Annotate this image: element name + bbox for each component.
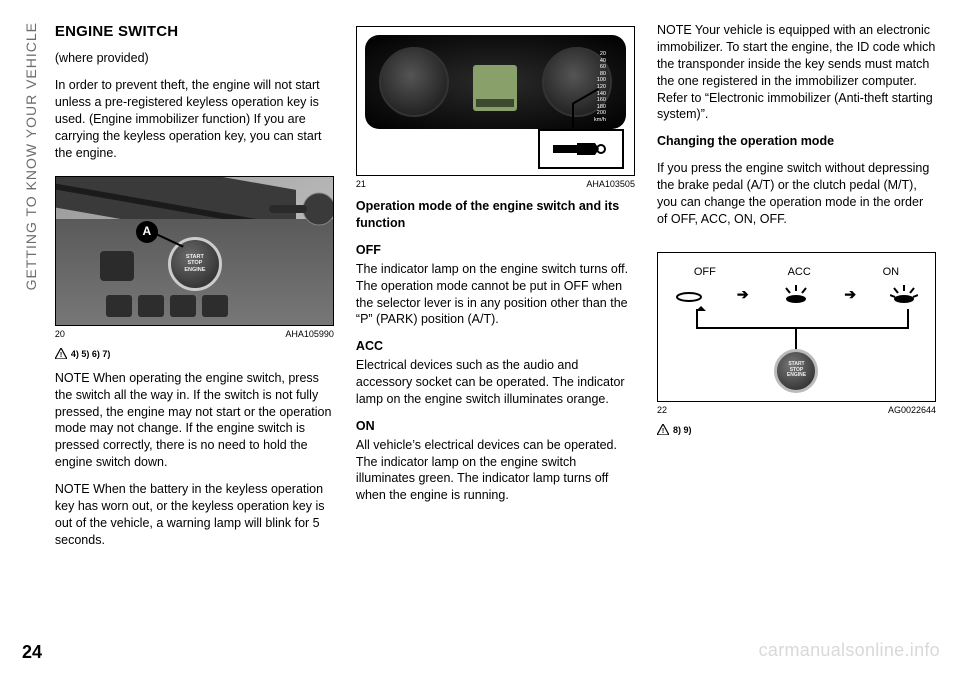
- lamp-off-icon: [675, 288, 703, 302]
- key-inset-icon: [538, 129, 624, 169]
- mode-on-label: ON: [883, 265, 900, 280]
- svg-text:!: !: [60, 352, 62, 359]
- page: GETTING TO KNOW YOUR VEHICLE ENGINE SWIT…: [0, 0, 960, 678]
- tachometer-icon: [379, 47, 449, 117]
- on-text: All vehicle’s electrical devices can be …: [356, 437, 635, 505]
- mirror-control-icon: [100, 251, 134, 281]
- figure-22: OFF ACC ON ➔ ➔: [657, 252, 936, 402]
- speedo-numbers: 20 40 60 80 100 120 140 160 180 200 km/h: [594, 51, 606, 124]
- mode-acc-label: ACC: [788, 265, 811, 280]
- acc-label: ACC: [356, 338, 635, 355]
- heading-engine-switch: ENGINE SWITCH: [55, 22, 334, 42]
- lamp-acc-icon: [782, 285, 810, 305]
- note-1: NOTE When operating the engine switch, p…: [55, 370, 334, 471]
- figure-20: START STOP ENGINE A: [55, 176, 334, 326]
- off-label: OFF: [356, 242, 635, 259]
- intro-paragraph: In order to prevent theft, the engine wi…: [55, 77, 334, 161]
- column-3: NOTE Your vehicle is equipped with an el…: [657, 22, 936, 662]
- light-stalk-icon: [269, 187, 334, 231]
- changing-mode-text: If you press the engine switch without d…: [657, 160, 936, 228]
- mode-off-label: OFF: [694, 265, 716, 280]
- figure-21-caption: 21 AHA103505: [356, 178, 635, 190]
- subheading-operation-mode: Operation mode of the engine switch and …: [356, 198, 635, 232]
- arrow-right-icon: ➔: [844, 285, 856, 304]
- figure-number: 22: [657, 404, 667, 416]
- return-arrow-icon: [696, 309, 909, 329]
- figure-code: AHA103505: [586, 178, 635, 190]
- figure-code: AG0022644: [888, 404, 936, 416]
- section-tab: GETTING TO KNOW YOUR VEHICLE: [18, 22, 45, 290]
- note-2: NOTE When the battery in the keyless ope…: [55, 481, 334, 549]
- column-2: 20 40 60 80 100 120 140 160 180 200 km/h…: [356, 22, 635, 662]
- footnote-refs-2: ! 8) 9): [657, 424, 936, 436]
- page-number: 24: [22, 640, 42, 664]
- figure-code: AHA105990: [285, 328, 334, 340]
- lamp-on-icon: [890, 285, 918, 305]
- note-immobilizer: NOTE Your vehicle is equipped with an el…: [657, 22, 936, 123]
- figure-number: 20: [55, 328, 65, 340]
- columns: ENGINE SWITCH (where provided) In order …: [55, 22, 936, 662]
- off-text: The indicator lamp on the engine switch …: [356, 261, 635, 329]
- footnote-refs-1: ! 4) 5) 6) 7): [55, 348, 334, 360]
- arrow-right-icon: ➔: [737, 285, 749, 304]
- warning-triangle-icon: !: [55, 348, 67, 359]
- acc-text: Electrical devices such as the audio and…: [356, 357, 635, 408]
- figure-21: 20 40 60 80 100 120 140 160 180 200 km/h: [356, 26, 635, 176]
- svg-text:!: !: [662, 428, 664, 435]
- figure-number: 21: [356, 178, 366, 190]
- figure-22-caption: 22 AG0022644: [657, 404, 936, 416]
- subheading-changing-mode: Changing the operation mode: [657, 133, 936, 150]
- engine-start-button-icon: START STOP ENGINE: [774, 349, 818, 393]
- on-label: ON: [356, 418, 635, 435]
- where-provided: (where provided): [55, 50, 334, 67]
- warning-triangle-icon: !: [657, 424, 669, 435]
- column-1: ENGINE SWITCH (where provided) In order …: [55, 22, 334, 662]
- figure-20-caption: 20 AHA105990: [55, 328, 334, 340]
- callout-a: A: [136, 221, 158, 243]
- watermark: carmanualsonline.info: [759, 638, 940, 662]
- lcd-display-icon: [473, 65, 517, 111]
